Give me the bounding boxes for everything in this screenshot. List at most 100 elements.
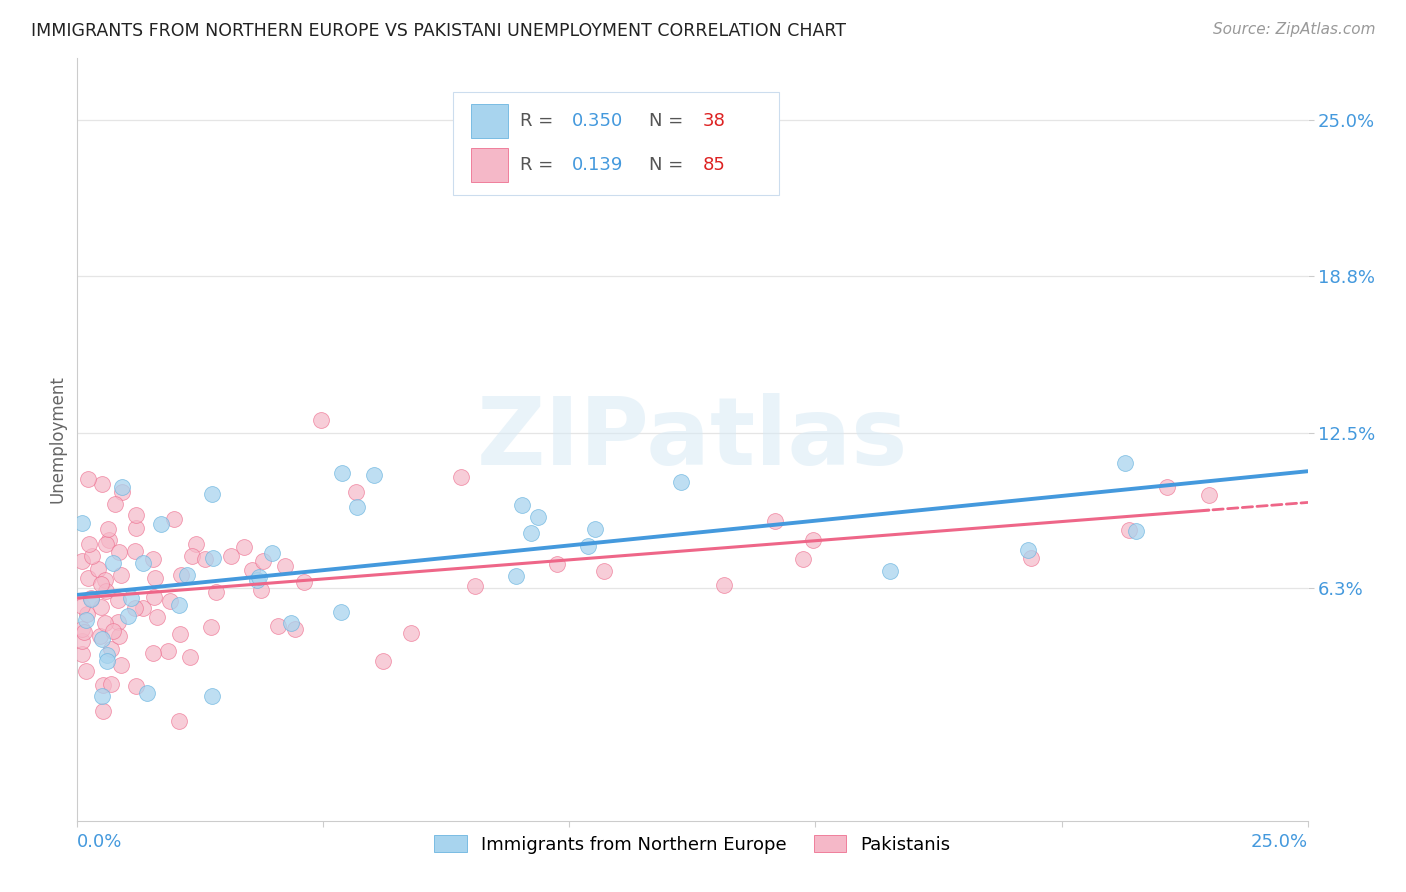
Point: [201, 487, 224, 501]
Point: [132, 556, 155, 570]
Point: [284, 622, 307, 636]
Point: [100, 641, 122, 656]
Point: [70, 647, 93, 661]
Point: [101, 556, 124, 570]
Point: [142, 551, 165, 566]
Point: [792, 552, 814, 566]
Point: [90, 600, 112, 615]
Point: [273, 559, 295, 574]
Point: [91, 704, 114, 718]
Point: [510, 498, 533, 512]
Point: [200, 620, 222, 634]
FancyBboxPatch shape: [453, 92, 779, 195]
Point: [330, 466, 353, 480]
Point: [344, 484, 367, 499]
Y-axis label: Unemployment: Unemployment: [48, 376, 66, 503]
Point: [100, 677, 122, 691]
Point: [75, 613, 97, 627]
Text: 25.0%: 25.0%: [1250, 833, 1308, 851]
Point: [464, 579, 486, 593]
Point: [86, 562, 108, 576]
Point: [96, 654, 118, 668]
Point: [505, 569, 527, 583]
Point: [132, 600, 155, 615]
Point: [346, 500, 368, 515]
Point: [149, 516, 172, 531]
Point: [242, 563, 264, 577]
Point: [309, 413, 332, 427]
Point: [1019, 551, 1042, 566]
Point: [108, 545, 131, 559]
Point: [94, 537, 117, 551]
Point: [583, 522, 606, 536]
Point: [91, 678, 114, 692]
Point: [163, 511, 186, 525]
Point: [72, 622, 94, 636]
Point: [97, 522, 120, 536]
Point: [765, 514, 787, 528]
Point: [280, 616, 302, 631]
Text: N =: N =: [650, 112, 689, 130]
Point: [80, 549, 103, 563]
Point: [159, 594, 181, 608]
Point: [180, 549, 202, 563]
Text: R =: R =: [520, 156, 560, 174]
Point: [80, 591, 103, 606]
Point: [1198, 488, 1220, 502]
Point: [124, 601, 146, 615]
Point: [330, 605, 353, 619]
Point: [77, 472, 100, 486]
Point: [169, 598, 191, 612]
Point: [110, 568, 132, 582]
Point: [1114, 456, 1136, 470]
Point: [96, 648, 118, 662]
Text: ZIPatlas: ZIPatlas: [477, 393, 908, 485]
Text: R =: R =: [520, 112, 560, 130]
Point: [266, 619, 288, 633]
Point: [186, 537, 208, 551]
Point: [108, 629, 131, 643]
Point: [247, 570, 270, 584]
Point: [94, 573, 117, 587]
Text: IMMIGRANTS FROM NORTHERN EUROPE VS PAKISTANI UNEMPLOYMENT CORRELATION CHART: IMMIGRANTS FROM NORTHERN EUROPE VS PAKIS…: [31, 22, 846, 40]
Point: [103, 624, 125, 638]
Point: [111, 480, 134, 494]
Point: [145, 610, 167, 624]
Point: [76, 571, 98, 585]
Point: [669, 475, 692, 490]
Point: [70, 554, 93, 568]
Point: [170, 568, 193, 582]
Point: [143, 571, 166, 585]
Text: Source: ZipAtlas.com: Source: ZipAtlas.com: [1212, 22, 1375, 37]
Point: [194, 552, 217, 566]
Point: [713, 578, 735, 592]
Point: [156, 644, 179, 658]
Point: [70, 599, 93, 613]
Point: [292, 575, 315, 590]
Point: [111, 485, 134, 500]
Point: [76, 607, 98, 622]
Point: [546, 557, 568, 571]
Point: [260, 546, 283, 560]
Point: [91, 689, 114, 703]
Point: [117, 608, 139, 623]
Point: [98, 533, 121, 547]
Point: [1125, 524, 1147, 539]
Point: [219, 549, 242, 564]
Point: [80, 591, 103, 606]
Point: [110, 657, 132, 672]
Point: [104, 497, 127, 511]
Point: [96, 584, 118, 599]
Point: [142, 646, 165, 660]
Text: N =: N =: [650, 156, 689, 174]
Point: [520, 526, 543, 541]
Point: [202, 550, 225, 565]
Point: [252, 554, 274, 568]
Point: [70, 516, 93, 531]
Point: [124, 508, 146, 522]
Point: [1017, 543, 1039, 558]
Bar: [471, 147, 508, 182]
Point: [399, 625, 422, 640]
Point: [371, 654, 394, 668]
Point: [527, 510, 550, 524]
